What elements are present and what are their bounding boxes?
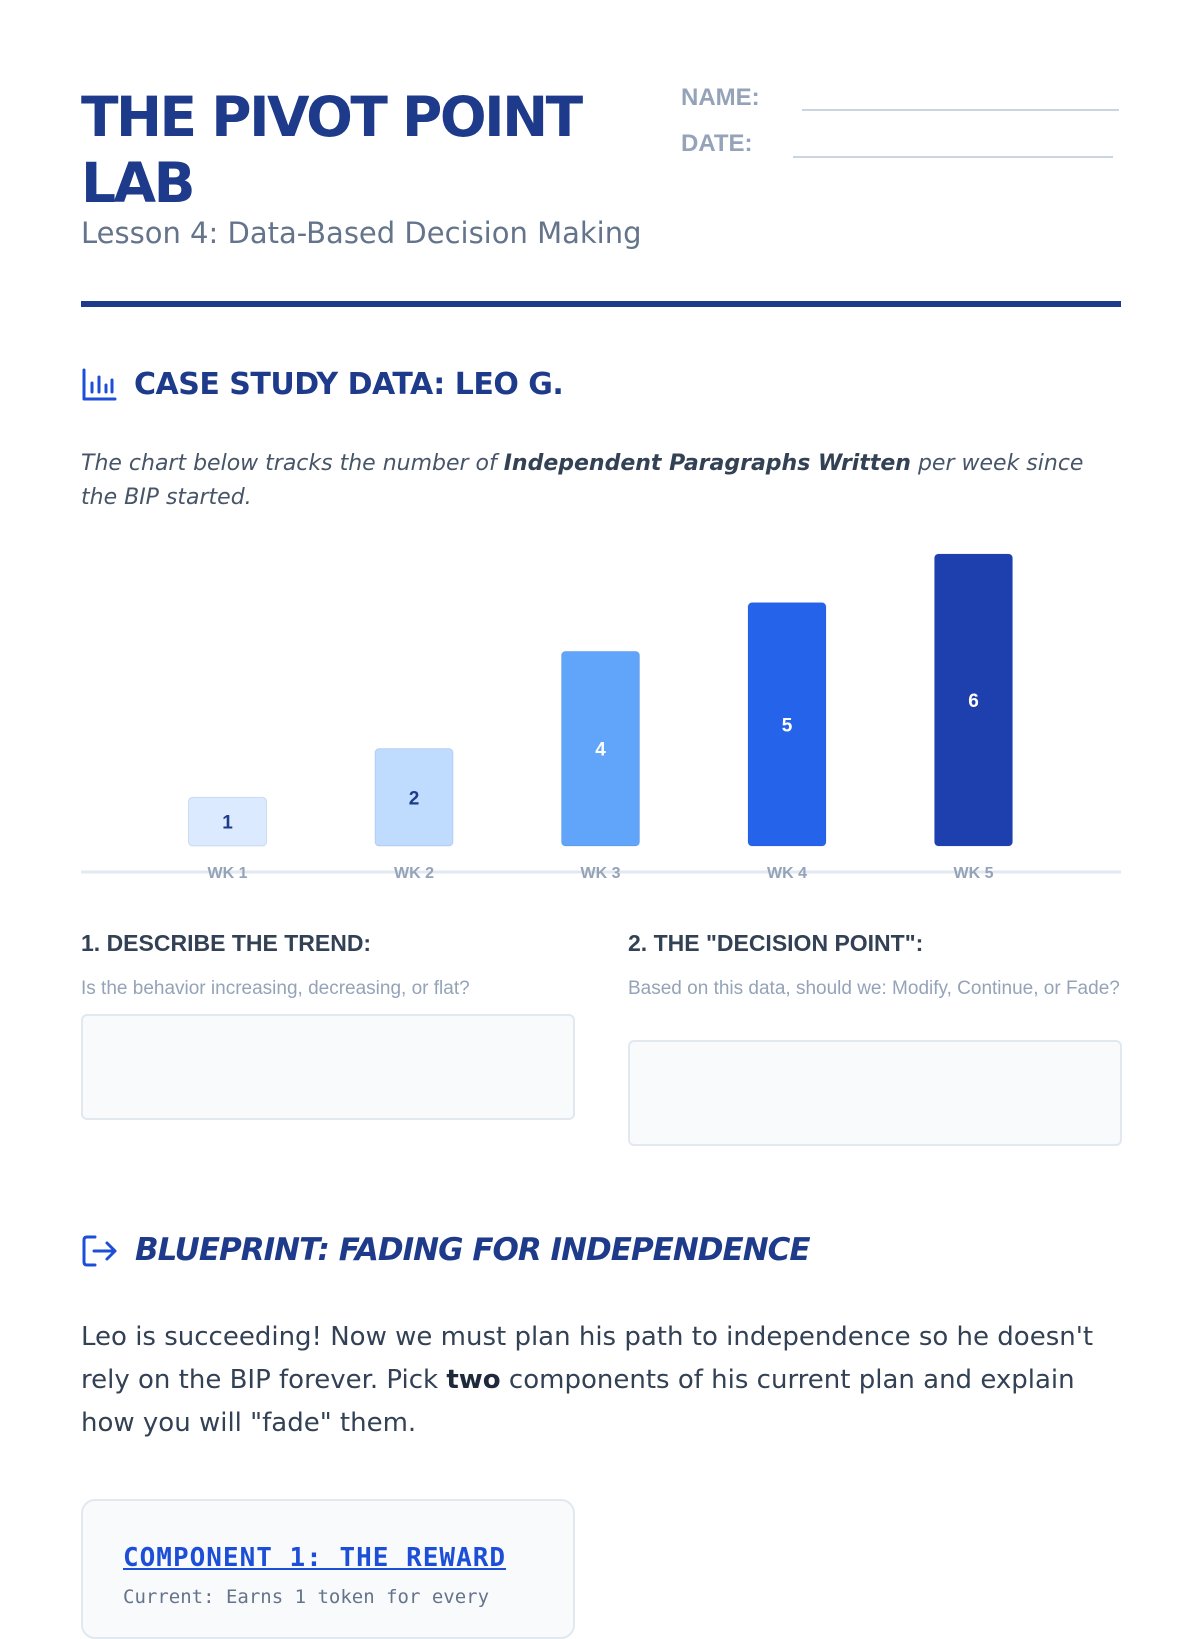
chart-bar [374, 748, 454, 847]
exit-arrow-icon [82, 1235, 117, 1267]
chart-bar [747, 602, 827, 847]
case-study-heading: CASE STUDY DATA: LEO G. [134, 367, 564, 402]
blueprint-heading: BLUEPRINT: FADING FOR INDEPENDENCE [135, 1232, 811, 1268]
question-1-title: 1. DESCRIBE THE TREND: [81, 930, 372, 956]
bar-value-label: 2 [409, 788, 420, 809]
name-field[interactable] [802, 109, 1119, 111]
chart-bar [934, 553, 1013, 847]
x-tick-label: WK 4 [767, 865, 807, 882]
x-tick-label: WK 2 [394, 865, 434, 882]
date-label: DATE: [681, 130, 753, 157]
question-1-hint: Is the behavior increasing, decreasing, … [81, 978, 470, 999]
name-label: NAME: [681, 84, 760, 111]
date-field[interactable] [793, 156, 1113, 158]
instructions-emphasis: two [446, 1365, 501, 1395]
bar-value-label: 5 [782, 715, 793, 736]
component-1-card: COMPONENT 1: THE REWARD Current: Earns 1… [81, 1499, 575, 1639]
x-tick-label: WK 5 [954, 865, 994, 882]
lesson-subtitle: Lesson 4: Data-Based Decision Making [81, 216, 642, 250]
bar-value-label: 4 [595, 740, 606, 761]
intro-text-end: per week since the BIP started. [81, 451, 1084, 510]
intro-emphasis: Independent Paragraphs Written [503, 451, 911, 476]
component-1-title[interactable]: COMPONENT 1: THE REWARD [123, 1543, 507, 1573]
intro-text-start: The chart below tracks the number of [81, 451, 504, 476]
question-2-title: 2. THE "DECISION POINT": [628, 930, 924, 956]
component-1-current: Current: Earns 1 token for every [123, 1586, 490, 1608]
paragraphs-bar-chart: 1 WK 1 2 WK 2 4 WK 3 5 WK 4 6 WK 5 [81, 553, 1121, 882]
instructions-text-start: Leo is succeeding! Now we must plan his … [81, 1322, 1094, 1395]
instructions-text-end: components of his current plan and expla… [81, 1365, 1075, 1438]
bar-value-label: 6 [968, 691, 979, 712]
header-divider [81, 301, 1121, 307]
page-title: THE PIVOT POINT LAB [81, 85, 583, 215]
chart-bar [188, 796, 267, 847]
bar-chart-icon [82, 368, 117, 401]
case-study-intro: The chart below tracks the number of Ind… [81, 447, 1111, 515]
decision-answer-box[interactable] [628, 1040, 1122, 1146]
bar-value-label: 1 [222, 813, 233, 834]
worksheet-page: THE PIVOT POINT LAB Lesson 4: Data-Based… [81, 0, 1122, 1639]
trend-answer-box[interactable] [81, 1014, 575, 1120]
x-tick-label: WK 1 [208, 865, 248, 882]
x-tick-label: WK 3 [581, 865, 621, 882]
chart-bar [561, 650, 640, 847]
question-2-hint: Based on this data, should we: Modify, C… [628, 978, 1120, 999]
blueprint-instructions: Leo is succeeding! Now we must plan his … [81, 1316, 1121, 1445]
